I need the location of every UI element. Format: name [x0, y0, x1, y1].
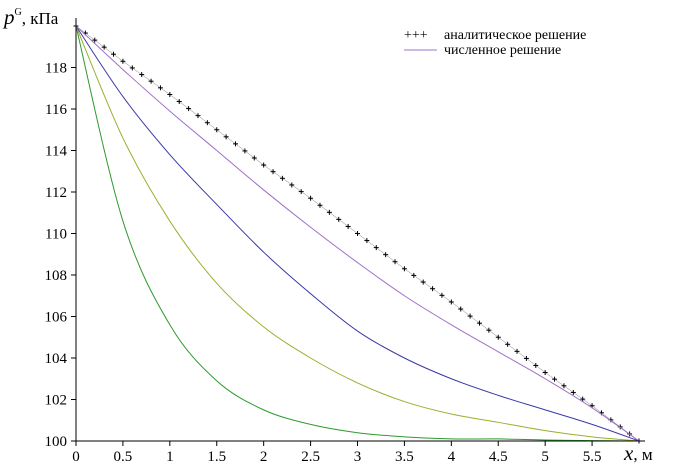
- numeric-series-line-4: [75, 25, 640, 442]
- x-tick-label: 5.5: [583, 449, 602, 465]
- legend-marker-plus-icon: +++: [404, 28, 428, 43]
- analytic-segment: [545, 372, 593, 406]
- legend-item-numeric: численное решение: [404, 43, 561, 58]
- numeric-series-line-3: [75, 25, 640, 442]
- y-tick-label: 110: [45, 227, 67, 243]
- analytic-segment: [263, 164, 311, 199]
- x-tick-label: 4.5: [489, 449, 508, 465]
- axes: [71, 18, 645, 446]
- legend-label-numeric: численное решение: [444, 43, 561, 58]
- analytic-segment: [498, 337, 546, 373]
- y-axis-label: pG, кПа: [2, 5, 59, 29]
- analytic-segment: [404, 268, 452, 303]
- x-tick-label: 0.5: [114, 449, 133, 465]
- x-tick-label: 1: [166, 449, 174, 465]
- legend: +++ аналитическое решение численное реше…: [404, 28, 586, 58]
- y-tick-label: 118: [45, 61, 67, 77]
- y-tick-label: 114: [45, 144, 67, 160]
- x-tick-label: 0: [72, 449, 80, 465]
- analytic-segment: [357, 233, 405, 269]
- y-tick-label: 108: [45, 268, 68, 284]
- analytic-segment: [122, 61, 170, 95]
- analytic-segment: [75, 25, 124, 62]
- legend-item-analytic: +++ аналитическое решение: [404, 28, 586, 43]
- x-tick-label: 5: [541, 449, 549, 465]
- analytic-segment: [451, 301, 499, 338]
- x-tick-label: 1.5: [207, 449, 226, 465]
- y-tick-label: 102: [45, 393, 68, 409]
- numeric-series-line-1: [75, 25, 640, 442]
- tick-labels: 0 0.5 1 1.5 2 2.5 3 3.5 4 4.5 5 5.5 100 102 104 106 108 1…: [45, 61, 602, 466]
- y-tick-label: 112: [45, 185, 67, 201]
- y-tick-label: 100: [45, 434, 68, 450]
- numeric-series-line-2: [75, 25, 640, 442]
- x-tick-label: 3.5: [395, 449, 414, 465]
- analytic-segment: [310, 198, 358, 234]
- plot-series: [73, 23, 642, 444]
- analytic-segment: [169, 94, 217, 130]
- x-tick-label: 4: [448, 449, 456, 465]
- y-tick-label: 106: [45, 310, 68, 326]
- y-tick-label: 116: [45, 102, 67, 118]
- legend-label-analytic: аналитическое решение: [444, 28, 586, 43]
- x-tick-label: 2.5: [301, 449, 320, 465]
- x-tick-label: 3: [354, 449, 362, 465]
- x-axis-label: x, м: [623, 441, 653, 465]
- x-tick-label: 2: [260, 449, 268, 465]
- y-tick-label: 104: [45, 351, 68, 367]
- analytic-segment: [216, 129, 264, 166]
